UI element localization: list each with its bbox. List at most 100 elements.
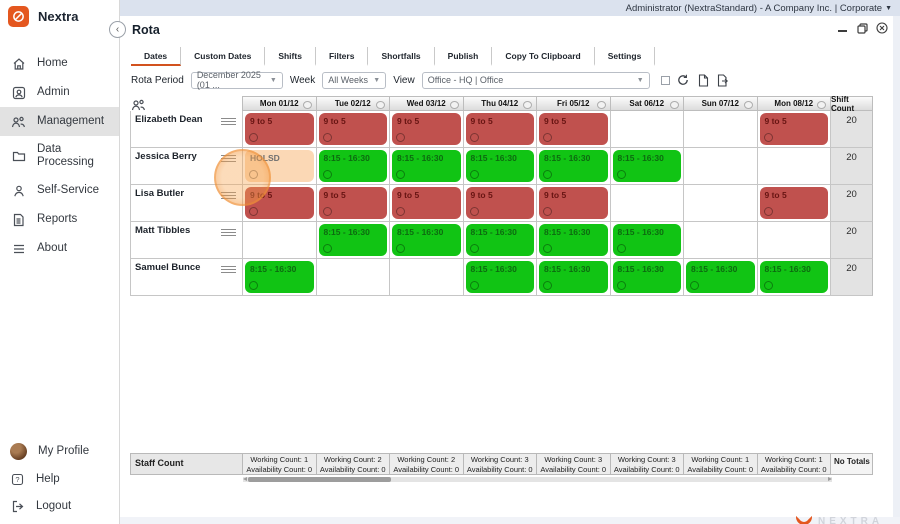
view-checkbox[interactable] (660, 75, 670, 85)
shift-pill-red[interactable]: 9 to 5 (539, 113, 608, 145)
top-account-bar: Administrator (NextraStandard) - A Compa… (120, 0, 900, 16)
shift-pill-green[interactable]: 8:15 - 16:30 (539, 261, 608, 293)
day-toggle-icon[interactable] (596, 101, 606, 109)
staff-row-lisa-butler: Lisa Butler (130, 185, 243, 222)
shift-pill-red[interactable]: 9 to 5 (318, 187, 387, 219)
tab-custom-dates[interactable]: Custom Dates (181, 47, 266, 66)
day-toggle-icon[interactable] (743, 101, 753, 109)
day-toggle-icon[interactable] (376, 101, 385, 109)
staff-row-elizabeth-dean: Elizabeth Dean (130, 111, 243, 148)
shift-label: 9 to 5 (470, 116, 493, 126)
row-menu-button[interactable] (221, 153, 236, 164)
shift-pill-red[interactable]: 9 to 5 (465, 187, 534, 219)
week-select[interactable]: All Weeks ▼ (322, 71, 387, 89)
shift-label: 8:15 - 16:30 (470, 227, 517, 237)
tab-filters[interactable]: Filters (316, 47, 369, 66)
week-label: Week (289, 74, 316, 86)
row-menu-button[interactable] (221, 264, 236, 275)
availability-count: Availability Count: 0 (466, 465, 533, 475)
tab-copy-to-clipboard[interactable]: Copy To Clipboard (492, 47, 595, 66)
shift-pill-red[interactable]: 9 to 5 (318, 113, 387, 145)
sidebar-item-admin[interactable]: Admin (0, 78, 119, 107)
minimize-button[interactable] (836, 22, 848, 34)
scroll-right-arrow-icon[interactable] (828, 477, 832, 481)
info-icon (396, 207, 405, 216)
shift-pill-red[interactable]: 9 to 5 (245, 113, 314, 145)
tab-shifts[interactable]: Shifts (265, 47, 316, 66)
chevron-down-icon: ▼ (373, 76, 381, 84)
day-toggle-icon[interactable] (449, 101, 459, 109)
day-toggle-icon[interactable] (670, 101, 679, 109)
shift-pill-green[interactable]: 8:15 - 16:30 (465, 261, 534, 293)
shift-pill-red[interactable]: 9 to 5 (539, 187, 608, 219)
export-document-icon[interactable] (717, 73, 730, 87)
tab-dates[interactable]: Dates (131, 47, 182, 66)
shift-pill-red[interactable]: 9 to 5 (245, 187, 314, 219)
tab-settings[interactable]: Settings (595, 47, 656, 66)
info-icon (616, 170, 626, 179)
page-title: Rota (132, 23, 160, 37)
info-icon (543, 244, 552, 253)
row-menu-button[interactable] (221, 227, 236, 238)
sidebar-item-label: Logout (36, 499, 72, 512)
shift-pill-green[interactable]: 8:15 - 16:30 (318, 224, 387, 256)
shift-pill-green[interactable]: 8:15 - 16:30 (245, 261, 314, 293)
sidebar-item-self-service[interactable]: Self-Service (0, 176, 119, 205)
tab-publish[interactable]: Publish (435, 47, 493, 66)
shift-pill-green[interactable]: 8:15 - 16:30 (318, 150, 387, 182)
shift-count-value: 20 (831, 148, 873, 185)
sidebar-item-management[interactable]: Management (0, 107, 119, 136)
sidebar-item-home[interactable]: Home (0, 49, 119, 78)
view-select[interactable]: Office - HQ | Office ▼ (421, 71, 650, 89)
shift-count-value: 20 (831, 222, 873, 259)
sidebar-item-my-profile[interactable]: My Profile (0, 437, 119, 466)
shift-pill-green[interactable]: 8:15 - 16:30 (539, 224, 608, 256)
day-toggle-icon[interactable] (302, 101, 312, 109)
shift-pill-green[interactable]: 8:15 - 16:30 (612, 150, 681, 182)
shift-pill-green[interactable]: 8:15 - 16:30 (612, 261, 681, 293)
page-right-margin (893, 16, 900, 524)
shift-cell: 8:15 - 16:30 (390, 222, 464, 259)
close-button[interactable] (876, 22, 888, 34)
shift-pill-green[interactable]: 8:15 - 16:30 (759, 261, 828, 293)
row-menu-button[interactable] (221, 116, 236, 127)
column-header-sat-06-12: Sat 06/12 (609, 96, 684, 111)
sidebar-item-help[interactable]: ? Help (0, 466, 119, 493)
rota-period-select[interactable]: December 2025 (01 ... ▼ (190, 70, 283, 90)
horizontal-scrollbar[interactable] (243, 477, 832, 482)
shift-label: 8:15 - 16:30 (617, 153, 664, 163)
working-count: Working Count: 2 (397, 455, 456, 464)
refresh-icon[interactable] (677, 74, 690, 87)
staff-count-cell: Working Count: 1 Availability Count: 0 (242, 453, 317, 475)
account-menu[interactable]: Administrator (NextraStandard) - A Compa… (626, 3, 892, 14)
info-icon (469, 207, 479, 216)
day-toggle-icon[interactable] (817, 101, 826, 109)
sidebar-item-logout[interactable]: Logout (0, 493, 119, 520)
shift-pill-holiday[interactable]: HOLSD (245, 150, 314, 182)
row-menu-button[interactable] (221, 190, 236, 201)
restore-button[interactable] (856, 22, 868, 34)
shift-pill-red[interactable]: 9 to 5 (392, 113, 461, 145)
shift-pill-red[interactable]: 9 to 5 (759, 113, 828, 145)
sidebar-item-data-processing[interactable]: Data Processing (0, 136, 119, 176)
shift-pill-green[interactable]: 8:15 - 16:30 (465, 150, 534, 182)
sidebar-item-about[interactable]: About (0, 234, 119, 263)
shift-pill-red[interactable]: 9 to 5 (392, 187, 461, 219)
shift-pill-red[interactable]: 9 to 5 (759, 187, 828, 219)
day-toggle-icon[interactable] (523, 101, 532, 109)
shift-pill-green[interactable]: 8:15 - 16:30 (392, 224, 461, 256)
shift-pill-green[interactable]: 8:15 - 16:30 (465, 224, 534, 256)
logout-icon (10, 499, 25, 514)
scroll-left-arrow-icon[interactable] (243, 477, 247, 481)
shift-pill-green[interactable]: 8:15 - 16:30 (686, 261, 755, 293)
shift-pill-red[interactable]: 9 to 5 (465, 113, 534, 145)
scrollbar-thumb[interactable] (248, 477, 391, 482)
shift-pill-green[interactable]: 8:15 - 16:30 (539, 150, 608, 182)
shift-cell: 9 to 5 (463, 185, 537, 222)
shift-pill-green[interactable]: 8:15 - 16:30 (392, 150, 461, 182)
collapse-back-button[interactable]: ‹ (109, 21, 126, 38)
document-icon[interactable] (697, 73, 710, 87)
sidebar-item-reports[interactable]: Reports (0, 205, 119, 234)
shift-pill-green[interactable]: 8:15 - 16:30 (612, 224, 681, 256)
tab-shortfalls[interactable]: Shortfalls (368, 47, 435, 66)
